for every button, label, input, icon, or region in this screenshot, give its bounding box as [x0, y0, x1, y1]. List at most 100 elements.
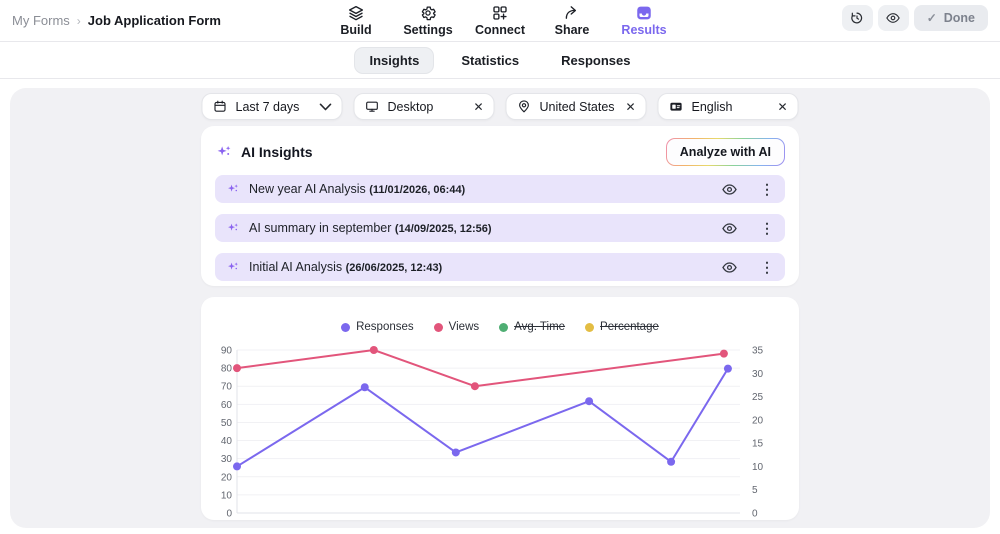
done-label: Done [943, 11, 975, 25]
legend-label: Percentage [600, 321, 659, 333]
nav-label: Share [554, 23, 590, 37]
eye-icon [885, 10, 901, 26]
legend-item-responses[interactable]: Responses [341, 321, 414, 333]
left-axis-tick-label: 30 [221, 454, 233, 465]
language-card-icon [669, 99, 684, 114]
history-button[interactable] [841, 5, 873, 31]
left-axis-tick-label: 10 [221, 490, 233, 501]
left-axis-tick-label: 40 [221, 436, 233, 447]
filter-country[interactable]: United States ✕ [505, 93, 647, 120]
filter-language[interactable]: English ✕ [657, 93, 799, 120]
chevron-down-icon[interactable] [319, 103, 332, 111]
tab-insights[interactable]: Insights [354, 46, 435, 74]
nav-item-settings[interactable]: Settings [398, 3, 458, 37]
eye-icon [722, 222, 737, 234]
filter-date-range[interactable]: Last 7 days [201, 93, 343, 120]
data-point[interactable] [233, 364, 241, 373]
ai-insights-header: AI Insights Analyze with AI [215, 138, 785, 166]
location-pin-icon [517, 99, 532, 114]
results-tabs: Insights Statistics Responses [0, 42, 1000, 79]
nav-item-results[interactable]: Results [614, 3, 674, 37]
grid-plus-icon [491, 3, 509, 22]
left-axis-tick-label: 50 [221, 418, 233, 429]
right-axis-tick-label: 0 [752, 509, 758, 520]
breadcrumb-current-form: Job Application Form [87, 13, 221, 28]
insight-menu-button[interactable]: ⋮ [760, 181, 774, 197]
legend-dot [585, 322, 595, 332]
legend-item-avg-time[interactable]: Avg. Time [499, 321, 565, 333]
right-axis-tick-label: 5 [752, 485, 758, 496]
data-point[interactable] [723, 364, 732, 373]
filter-label: United States [539, 99, 615, 114]
tab-statistics[interactable]: Statistics [461, 52, 520, 68]
filter-label: English [691, 99, 733, 114]
legend-item-percentage[interactable]: Percentage [585, 321, 659, 333]
filter-label: Last 7 days [235, 99, 300, 114]
data-point[interactable] [470, 382, 479, 391]
data-point[interactable] [360, 383, 369, 392]
left-axis-tick-label: 20 [221, 472, 233, 483]
topbar: My Forms › Job Application Form Build Se… [0, 0, 1000, 42]
remove-filter-icon[interactable]: ✕ [473, 99, 484, 114]
topbar-actions: ✓ Done [841, 5, 988, 31]
data-point[interactable] [719, 349, 728, 358]
filter-label: Desktop [387, 99, 434, 114]
view-insight-button[interactable] [721, 259, 738, 276]
eye-icon [722, 261, 737, 273]
data-point[interactable] [667, 457, 676, 466]
breadcrumb-my-forms[interactable]: My Forms [12, 13, 70, 28]
legend-label: Views [448, 321, 480, 333]
insights-chart-svg: 0 10 20 30 40 50 60 70 80 90 0 5 10 15 20 25 30 35 [221, 346, 764, 520]
data-point[interactable] [233, 462, 241, 471]
insight-menu-button[interactable]: ⋮ [760, 259, 774, 275]
view-insight-button[interactable] [721, 220, 738, 237]
left-axis-tick-label: 70 [221, 382, 233, 393]
nav-item-connect[interactable]: Connect [470, 3, 530, 37]
chart-card: Responses Views Avg. Time Percentage 0 10 20 3… [201, 297, 799, 520]
right-axis-tick-label: 30 [752, 369, 764, 380]
sparkles-icon [228, 262, 238, 270]
right-axis-tick-label: 20 [752, 415, 764, 426]
tab-responses[interactable]: Responses [561, 52, 631, 68]
nav-label: Connect [475, 23, 525, 37]
breadcrumb-separator-icon: › [76, 13, 81, 28]
series-line-responses [236, 368, 729, 468]
legend-dot [433, 322, 443, 332]
results-panel: Last 7 days Desktop ✕ United States ✕ [10, 88, 990, 528]
done-button[interactable]: ✓ Done [913, 5, 988, 31]
analyze-with-ai-button[interactable]: Analyze with AI [666, 138, 785, 166]
check-icon: ✓ [926, 11, 937, 25]
nav-label: Settings [403, 23, 453, 37]
preview-button[interactable] [877, 5, 909, 31]
filters-row: Last 7 days Desktop ✕ United States ✕ [201, 93, 799, 120]
ai-insights-title: AI Insights [241, 144, 313, 160]
ai-insight-row-2[interactable]: AI summary in september (14/09/2025, 12:… [215, 214, 785, 242]
ai-insight-row-1[interactable]: New year AI Analysis (11/01/2026, 06:44)… [215, 175, 785, 203]
left-axis-tick-label: 90 [221, 346, 233, 357]
legend-item-views[interactable]: Views [433, 321, 480, 333]
remove-filter-icon[interactable]: ✕ [625, 99, 636, 114]
right-axis-tick-label: 10 [752, 462, 764, 473]
series-line-views [236, 349, 725, 388]
ai-insight-timestamp: (14/09/2025, 12:56) [394, 223, 492, 235]
ai-insight-text: Initial AI Analysis (26/06/2025, 12:43) [249, 260, 443, 274]
ai-insight-row-3[interactable]: Initial AI Analysis (26/06/2025, 12:43) … [215, 253, 785, 281]
monitor-icon [365, 99, 380, 114]
ai-insight-text: AI summary in september (14/09/2025, 12:… [249, 221, 492, 235]
layers-icon [347, 3, 365, 22]
eye-icon [722, 183, 737, 195]
remove-filter-icon[interactable]: ✕ [777, 99, 788, 114]
legend-label: Avg. Time [514, 321, 566, 333]
left-axis-tick-label: 60 [221, 400, 233, 411]
data-point[interactable] [585, 397, 594, 406]
nav-item-share[interactable]: Share [542, 3, 602, 37]
filter-device[interactable]: Desktop ✕ [353, 93, 495, 120]
nav-item-build[interactable]: Build [326, 3, 386, 37]
data-point[interactable] [451, 448, 460, 457]
legend-dot [341, 322, 351, 332]
insight-menu-button[interactable]: ⋮ [760, 220, 774, 236]
top-navigation: Build Settings Connect Share [326, 3, 674, 37]
view-insight-button[interactable] [721, 181, 738, 198]
history-icon [849, 10, 865, 26]
data-point[interactable] [369, 346, 378, 354]
